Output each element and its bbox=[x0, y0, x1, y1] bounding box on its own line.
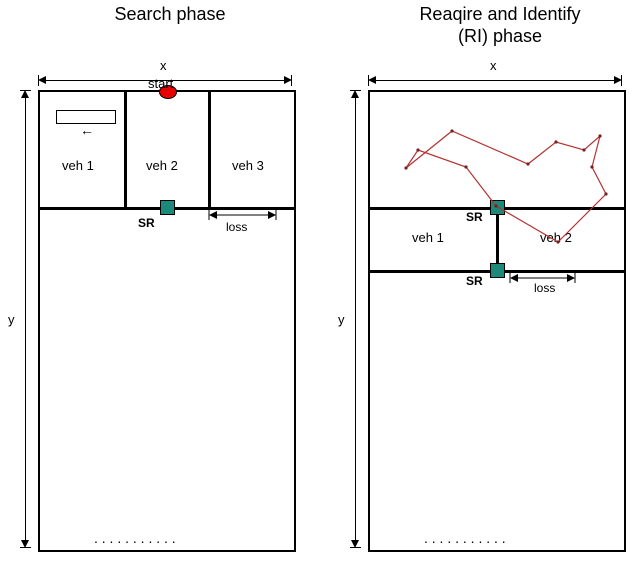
left-panel: ← veh 1 veh 2 veh 3 . . . . . . . . . . … bbox=[38, 90, 296, 552]
right-panel: veh 1 veh 2 . . . . . . . . . . . bbox=[368, 90, 626, 552]
left-colsep-1 bbox=[124, 92, 127, 207]
left-veh3-label: veh 3 bbox=[232, 158, 264, 173]
left-x-label: x bbox=[160, 58, 167, 73]
right-veh2-label: veh 2 bbox=[540, 230, 572, 245]
figure-canvas: Search phase Reaqire and Identify (RI) p… bbox=[0, 0, 640, 580]
left-y-dim bbox=[20, 90, 32, 548]
left-y-label: y bbox=[8, 312, 15, 327]
right-colsep bbox=[496, 207, 499, 270]
sweep-arrow-icon: ← bbox=[80, 122, 94, 138]
title-left: Search phase bbox=[60, 4, 280, 26]
right-loss-label: loss bbox=[534, 281, 555, 295]
right-continuation-dots: . . . . . . . . . . . bbox=[424, 530, 506, 546]
right-sr1-label: SR bbox=[466, 210, 483, 224]
left-loss-label: loss bbox=[226, 220, 247, 234]
right-sr1-square-icon bbox=[490, 200, 505, 215]
left-continuation-dots: . . . . . . . . . . . bbox=[94, 530, 176, 546]
right-veh1-label: veh 1 bbox=[412, 230, 444, 245]
right-y-dim bbox=[350, 90, 362, 548]
right-sr2-label: SR bbox=[466, 274, 483, 288]
left-colsep-2 bbox=[208, 92, 211, 207]
right-x-dim bbox=[368, 75, 622, 87]
left-sr-label: SR bbox=[138, 216, 155, 230]
right-x-label: x bbox=[490, 58, 497, 73]
right-y-label: y bbox=[338, 312, 345, 327]
title-right: Reaqire and Identify (RI) phase bbox=[390, 4, 610, 47]
left-veh2-label: veh 2 bbox=[146, 158, 178, 173]
left-veh1-label: veh 1 bbox=[62, 158, 94, 173]
start-label: start bbox=[148, 76, 173, 91]
right-sr2-square-icon bbox=[490, 263, 505, 278]
left-sr-square-icon bbox=[160, 200, 175, 215]
